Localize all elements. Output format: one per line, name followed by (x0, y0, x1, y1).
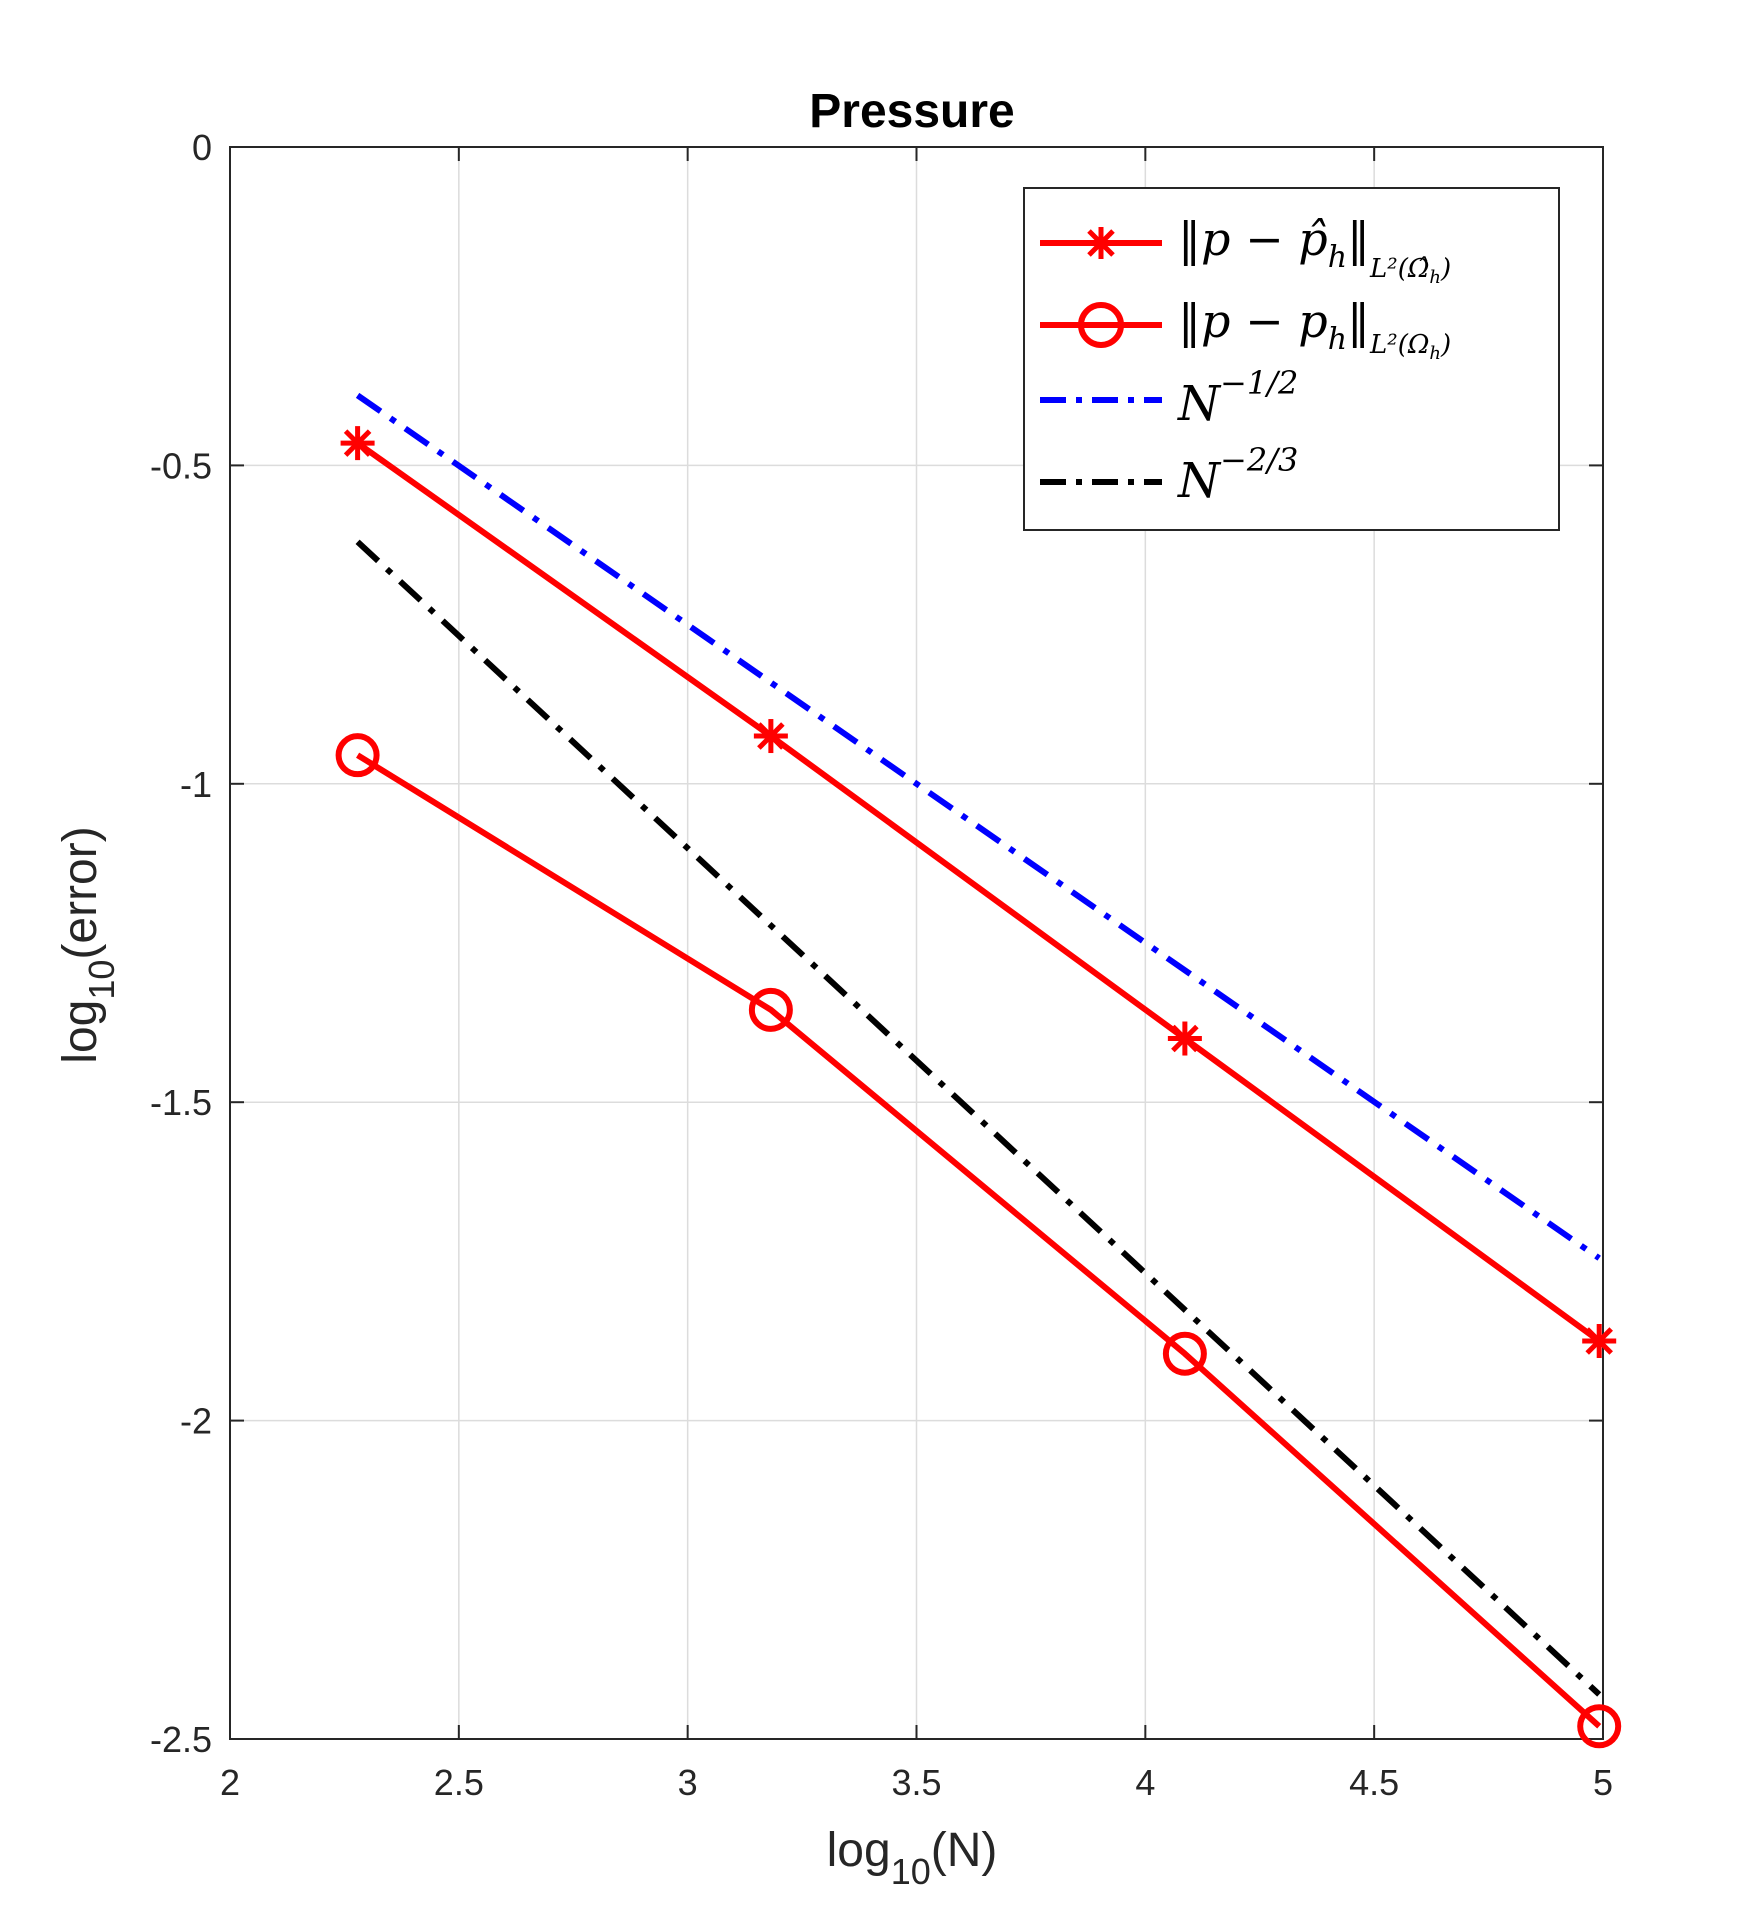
data-point-asterisk (1167, 1021, 1202, 1056)
legend-entry-n-half: N−1/2 (1040, 364, 1298, 432)
legend-label: ‖p − p̂h‖L²(Ω̂h) (1178, 212, 1451, 288)
y-axis-label-rest: (error) (54, 826, 107, 959)
x-axis-label-rest: (N) (931, 1824, 998, 1877)
series-3 (355, 539, 1602, 1697)
legend-label: N−1/2 (1177, 364, 1298, 432)
series-line (356, 752, 1602, 1729)
x-tick-label: 2 (220, 1762, 240, 1803)
chart-title: Pressure (809, 85, 1014, 138)
asterisk-stroke (757, 722, 785, 750)
asterisk-stroke (343, 429, 372, 457)
y-axis-label-subscript: 10 (81, 960, 122, 1000)
data-point-asterisk (340, 426, 375, 461)
data-point-circle (1162, 1331, 1207, 1376)
legend: ‖p − p̂h‖L²(Ω̂h) ‖p − ph‖L²(Ωh) N−1/2 N−… (1023, 187, 1560, 531)
legend-entry-p-hat: ‖p − p̂h‖L²(Ω̂h) (1040, 212, 1451, 288)
legend-entry-p-h: ‖p − ph‖L²(Ωh) (1040, 294, 1451, 364)
series-line (355, 539, 1602, 1697)
y-tick-label: -2 (180, 1401, 212, 1442)
y-axis-label-base: log (54, 1000, 107, 1064)
x-tick-label: 3 (678, 1762, 698, 1803)
series-line (355, 440, 1601, 1344)
x-tick-label: 3.5 (891, 1762, 941, 1803)
data-point-asterisk (753, 719, 788, 754)
x-tick-label: 4.5 (1349, 1762, 1399, 1803)
x-tick-label: 5 (1593, 1762, 1613, 1803)
data-series (335, 392, 1622, 1749)
y-tick-label: 0 (192, 127, 212, 168)
y-tick-label: -2.5 (150, 1719, 212, 1760)
legend-label: ‖p − ph‖L²(Ωh) (1178, 294, 1451, 364)
y-axis-label: log10(error) (54, 826, 122, 1063)
x-axis-label-base: log (827, 1824, 891, 1877)
data-point-asterisk (1582, 1324, 1617, 1358)
legend-asterisk-marker (1085, 227, 1117, 259)
legend-label: N−2/3 (1177, 441, 1298, 509)
series-2 (355, 392, 1601, 1261)
x-axis-label-subscript: 10 (891, 1851, 931, 1892)
series-0 (340, 426, 1617, 1358)
x-tick-label: 4 (1135, 1762, 1155, 1803)
series-line (355, 392, 1601, 1261)
data-point-circle (748, 987, 793, 1032)
legend-circle-marker (1078, 302, 1124, 348)
y-tick-label: -0.5 (150, 445, 212, 486)
data-point-circle (335, 733, 380, 778)
data-point-circle (1577, 1704, 1622, 1749)
legend-entry-n-two-thirds: N−2/3 (1040, 441, 1298, 509)
asterisk-stroke (1585, 1327, 1613, 1355)
x-axis-label: log10(N) (827, 1824, 998, 1892)
asterisk-stroke (1171, 1024, 1199, 1053)
y-tick-label: -1.5 (150, 1082, 212, 1123)
axis-ticks: 2 2.5 3 3.5 4 4.5 5 0 -0.5 -1 -1.5 -2 -2.5 (150, 127, 1613, 1803)
series-1 (335, 733, 1622, 1749)
x-tick-label: 2.5 (434, 1762, 484, 1803)
y-tick-label: -1 (180, 764, 212, 805)
